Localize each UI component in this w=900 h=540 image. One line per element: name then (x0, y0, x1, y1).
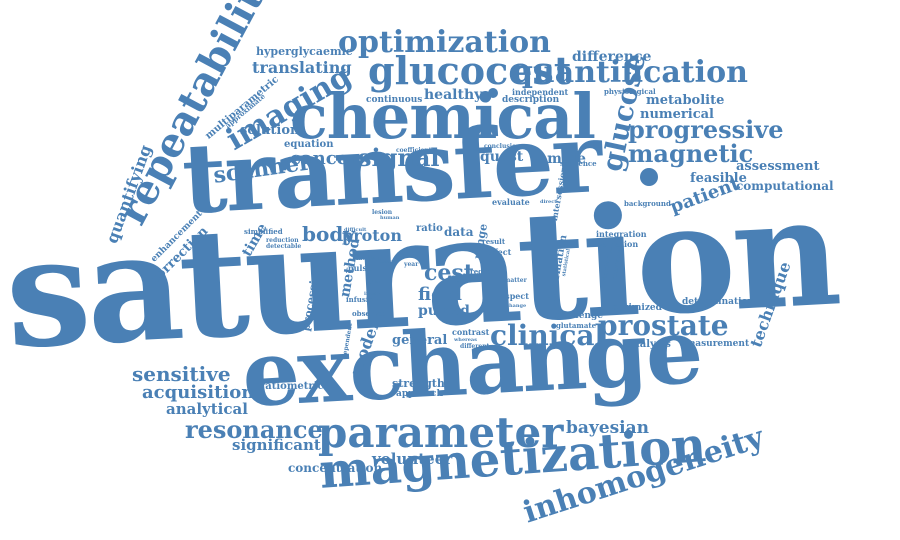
word: direct (540, 199, 557, 205)
word: equation (284, 139, 334, 150)
word: type (368, 279, 380, 285)
word: proton (342, 226, 402, 245)
word: glutamate (556, 321, 597, 330)
word: analytical (166, 400, 248, 418)
word: quantification (512, 55, 748, 90)
word: chemical (290, 80, 596, 153)
word: assessment (736, 159, 820, 174)
word: coefficient (396, 147, 432, 154)
word: variation (598, 239, 639, 249)
word: whereas (454, 337, 477, 343)
word: challenge (554, 311, 603, 321)
word: difference (572, 49, 652, 65)
word: body (302, 222, 355, 246)
word: bayesian (566, 418, 649, 438)
dot (488, 88, 498, 98)
word: volunteer (372, 450, 453, 468)
word: different (460, 343, 490, 350)
word: translating (252, 58, 352, 77)
word: median (356, 255, 381, 262)
word: analysis (626, 339, 671, 350)
word: acquisition (142, 382, 255, 403)
word: conclusion (484, 143, 521, 150)
word: difficult (344, 227, 367, 233)
word: measurement (680, 339, 750, 349)
word: background (624, 199, 671, 208)
word: detectable (266, 243, 302, 250)
word: integration (596, 229, 647, 239)
word: rate (448, 271, 476, 285)
word: parameter (318, 408, 564, 457)
word: contrast (452, 327, 490, 337)
dot (640, 168, 658, 186)
word: data (444, 225, 474, 239)
word: aspect (500, 291, 529, 301)
word: evaluate (492, 197, 530, 207)
word: numerical (640, 107, 714, 122)
word: significant (232, 436, 321, 454)
word: physiological (604, 87, 656, 96)
word: ratiometric (260, 381, 324, 392)
word: infusion (346, 295, 379, 304)
word: optimized (612, 303, 662, 313)
word: hyperglycaemic (256, 45, 353, 58)
word: amide (538, 151, 586, 167)
word: glucocest (368, 48, 572, 93)
word: sensitive (132, 362, 231, 386)
word: cancer (290, 148, 358, 169)
word: matter (504, 277, 527, 284)
word: computational (736, 179, 834, 193)
word: year (404, 261, 419, 268)
word: prostate (598, 309, 729, 342)
word: solution (240, 123, 300, 138)
word: pulse (348, 263, 373, 273)
word: concentration (288, 461, 383, 475)
word: clinical (490, 319, 606, 352)
word: simplified (244, 227, 283, 236)
word: human (380, 215, 400, 221)
word: lesion (372, 209, 393, 216)
word: general (392, 333, 448, 348)
word: progressive (628, 115, 784, 144)
word: effect (486, 247, 512, 257)
word: continuous (366, 95, 423, 105)
word: approach (396, 389, 444, 399)
word: pulsed (418, 303, 470, 319)
word: quest (480, 149, 524, 165)
word: optimization (338, 25, 551, 60)
word: determination (682, 297, 755, 307)
word: image (364, 291, 382, 297)
word: strength (392, 377, 445, 390)
word: result (482, 237, 506, 246)
word: signal (358, 143, 440, 172)
word: resonance (185, 415, 323, 444)
word: region (470, 267, 496, 276)
word: tesla (380, 259, 394, 265)
word: reduction (266, 237, 299, 244)
word: change (506, 303, 527, 309)
word: field (418, 284, 462, 305)
word: ratio (416, 223, 443, 234)
word: feasible (690, 171, 747, 186)
word: magnetic (628, 139, 754, 168)
word: metabolite (646, 93, 725, 108)
word: description (502, 95, 560, 105)
word: sequence (560, 159, 597, 168)
word: observed (352, 309, 388, 318)
word: healthy (424, 87, 483, 103)
word: independent (512, 87, 569, 97)
word: cest (424, 260, 474, 286)
